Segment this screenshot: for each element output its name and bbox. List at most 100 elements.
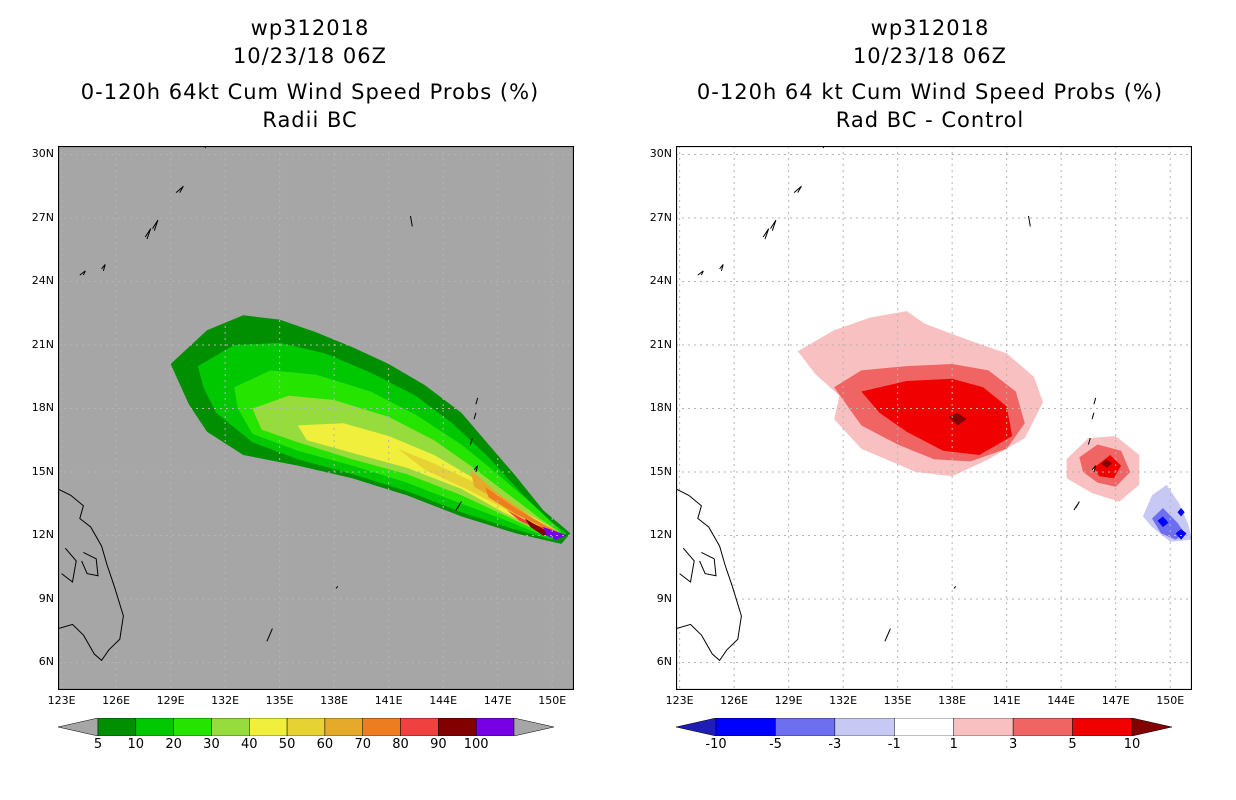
x-tick-label: 129E bbox=[774, 694, 803, 707]
colorbar-swatch bbox=[135, 718, 174, 736]
colorbar-label: 5 bbox=[93, 737, 103, 752]
colorbar-swatch bbox=[834, 718, 895, 736]
y-tick-label: 15N bbox=[649, 464, 672, 478]
colorbar-label: 1 bbox=[949, 737, 958, 752]
colorbar-label: 5 bbox=[1068, 737, 1077, 752]
x-tick-label: 123E bbox=[665, 694, 694, 707]
coastline bbox=[793, 185, 802, 193]
right-plot bbox=[676, 146, 1192, 690]
colorbar-arrow-high bbox=[1131, 718, 1172, 736]
x-tick-label: 144E bbox=[1047, 694, 1076, 707]
coastline bbox=[1073, 501, 1080, 511]
y-tick-label: 6N bbox=[656, 655, 672, 669]
right-colorbar bbox=[676, 718, 1172, 736]
coastline bbox=[679, 547, 695, 583]
colorbar-label: 50 bbox=[278, 737, 296, 752]
colorbar-swatch bbox=[715, 718, 776, 736]
coastline bbox=[473, 412, 477, 420]
colorbar-label: 10 bbox=[1123, 737, 1141, 752]
coastline bbox=[1087, 437, 1091, 445]
y-tick-label: 15N bbox=[31, 464, 54, 478]
colorbar-arrow-low bbox=[676, 718, 717, 736]
colorbar-label: 90 bbox=[430, 737, 447, 752]
colorbar-swatch bbox=[173, 718, 212, 736]
y-tick-label: 27N bbox=[649, 210, 672, 224]
colorbar-label: 70 bbox=[354, 737, 371, 752]
right-storm-id: wp312018 bbox=[870, 16, 990, 40]
colorbar-swatch bbox=[438, 718, 477, 736]
coastline bbox=[1093, 397, 1097, 405]
coastline bbox=[884, 628, 891, 642]
right-chart-title: 0-120h 64 kt Cum Wind Speed Probs (%) bbox=[696, 80, 1164, 104]
colorbar-swatch bbox=[775, 718, 836, 736]
x-tick-label: 135E bbox=[265, 694, 294, 707]
coastline bbox=[455, 501, 462, 511]
left-storm-id: wp312018 bbox=[250, 16, 370, 40]
left-title-block: wp312018 10/23/18 06Z 0-120h 64kt Cum Wi… bbox=[40, 14, 580, 134]
coastline bbox=[475, 397, 479, 405]
x-tick-label: 132E bbox=[829, 694, 858, 707]
contour-level-10 bbox=[1101, 459, 1113, 468]
colorbar-label: 3 bbox=[1009, 737, 1018, 752]
coastline bbox=[697, 270, 704, 276]
colorbar-label: 10 bbox=[127, 737, 145, 752]
contour-level-90 bbox=[524, 518, 562, 536]
right-chart-subtitle: Rad BC - Control bbox=[835, 108, 1025, 132]
coastline bbox=[175, 185, 184, 193]
y-tick-label: 24N bbox=[31, 274, 54, 288]
y-tick-label: 18N bbox=[31, 401, 54, 415]
x-tick-label: 129E bbox=[156, 694, 185, 707]
x-tick-label: 147E bbox=[483, 694, 512, 707]
contour-level--3 bbox=[1152, 508, 1185, 540]
colorbar-label: -1 bbox=[887, 737, 901, 752]
y-tick-label: 21N bbox=[649, 337, 672, 351]
colorbar-swatch bbox=[894, 718, 954, 736]
y-tick-label: 21N bbox=[31, 337, 54, 351]
coastline bbox=[61, 547, 77, 583]
left-colorbar bbox=[58, 718, 554, 736]
coastline bbox=[953, 585, 957, 589]
colorbar-swatch bbox=[211, 718, 250, 736]
colorbar-swatch bbox=[1072, 718, 1133, 736]
x-tick-label: 141E bbox=[374, 694, 403, 707]
colorbar-swatch bbox=[953, 718, 1014, 736]
coastline bbox=[473, 465, 479, 473]
x-tick-label: 150E bbox=[538, 694, 567, 707]
coastline bbox=[266, 628, 273, 642]
colorbar-swatch bbox=[1012, 718, 1073, 736]
plot-frame bbox=[58, 146, 574, 690]
y-tick-label: 27N bbox=[31, 210, 54, 224]
left-chart-title: 0-120h 64kt Cum Wind Speed Probs (%) bbox=[80, 80, 540, 104]
coastline bbox=[1091, 465, 1097, 473]
contour-level-40 bbox=[297, 423, 562, 534]
coastline bbox=[144, 228, 152, 240]
colorbar-label: 80 bbox=[392, 737, 409, 752]
coastline bbox=[335, 585, 339, 589]
contour-level-5 bbox=[861, 378, 1013, 455]
coastline bbox=[699, 551, 717, 577]
colorbar-swatch bbox=[249, 718, 288, 736]
colorbar-swatch bbox=[400, 718, 439, 736]
contour-level-10 bbox=[948, 412, 967, 426]
x-tick-label: 147E bbox=[1101, 694, 1130, 707]
left-plot bbox=[58, 146, 574, 690]
contour-level--5 bbox=[1175, 529, 1187, 540]
x-tick-label: 123E bbox=[47, 694, 76, 707]
contour-level--5 bbox=[1157, 516, 1169, 527]
colorbar-label: -5 bbox=[768, 737, 782, 752]
x-tick-label: 126E bbox=[720, 694, 749, 707]
x-tick-label: 150E bbox=[1156, 694, 1185, 707]
left-chart-subtitle: Radii BC bbox=[262, 108, 358, 132]
colorbar-label: 40 bbox=[240, 737, 258, 752]
y-tick-label: 30N bbox=[649, 147, 672, 161]
coastline bbox=[101, 264, 106, 272]
y-tick-label: 24N bbox=[649, 274, 672, 288]
colorbar-arrow-low bbox=[58, 718, 99, 736]
coastline bbox=[469, 437, 473, 445]
colorbar-swatch bbox=[286, 718, 326, 736]
coastline bbox=[152, 219, 159, 231]
colorbar-label: 30 bbox=[203, 737, 220, 752]
y-tick-label: 30N bbox=[31, 147, 54, 161]
coastline bbox=[719, 264, 724, 272]
plot-frame bbox=[676, 146, 1192, 690]
